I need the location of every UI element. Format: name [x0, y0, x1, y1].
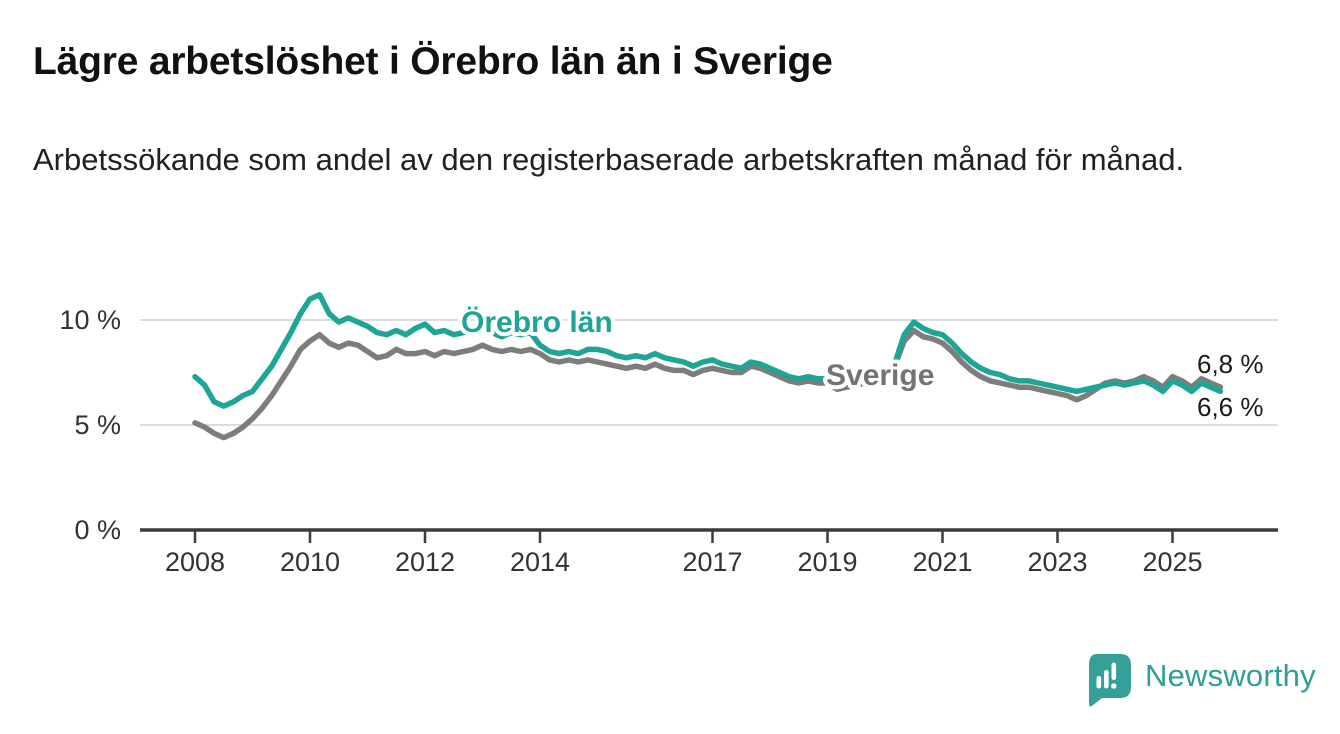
page-subtitle: Arbetssökande som andel av den registerb… — [33, 142, 1185, 177]
y-tick-label-0pct: 0 % — [74, 515, 121, 545]
x-tick-label-2019: 2019 — [797, 547, 857, 577]
logo-bar-small — [1096, 676, 1102, 689]
y-tick-label-10pct: 10 % — [59, 305, 121, 335]
series-line-orebro-lan — [192, 292, 1224, 409]
series-line-sverige — [192, 327, 1224, 441]
logo-bar-medium — [1104, 670, 1109, 689]
page-title: Lägre arbetslöshet i Örebro län än i Sve… — [33, 40, 833, 83]
series-label-sverige: Sverige — [826, 359, 934, 392]
x-tick-label-2014: 2014 — [510, 547, 570, 577]
x-tick-label-2010: 2010 — [280, 547, 340, 577]
x-tick-label-2017: 2017 — [682, 547, 742, 577]
end-value-label-sverige: 6,8 % — [1197, 349, 1264, 379]
logo-bubble-shape — [1089, 654, 1131, 707]
series-label-orebro-lan: Örebro län — [461, 306, 613, 339]
newsworthy-branding: Newsworthy — [1084, 652, 1316, 710]
x-tick-label-2025: 2025 — [1142, 547, 1202, 577]
newsworthy-logo-icon — [1089, 654, 1131, 707]
end-value-label-orebro-lan: 6,6 % — [1197, 392, 1264, 422]
newsworthy-logo-text: Newsworthy — [1145, 658, 1316, 693]
x-tick-label-2008: 2008 — [165, 547, 225, 577]
y-tick-label-5pct: 5 % — [74, 410, 121, 440]
x-tick-label-2021: 2021 — [912, 547, 972, 577]
unemployment-line-chart: 2008 2010 2012 2014 2017 2019 2021 2023 2025 0 % 5… — [59, 292, 1278, 577]
x-tick-label-2012: 2012 — [395, 547, 455, 577]
logo-exclamation-dot — [1111, 683, 1117, 689]
logo-exclamation-stem — [1111, 662, 1117, 680]
x-tick-label-2023: 2023 — [1027, 547, 1087, 577]
